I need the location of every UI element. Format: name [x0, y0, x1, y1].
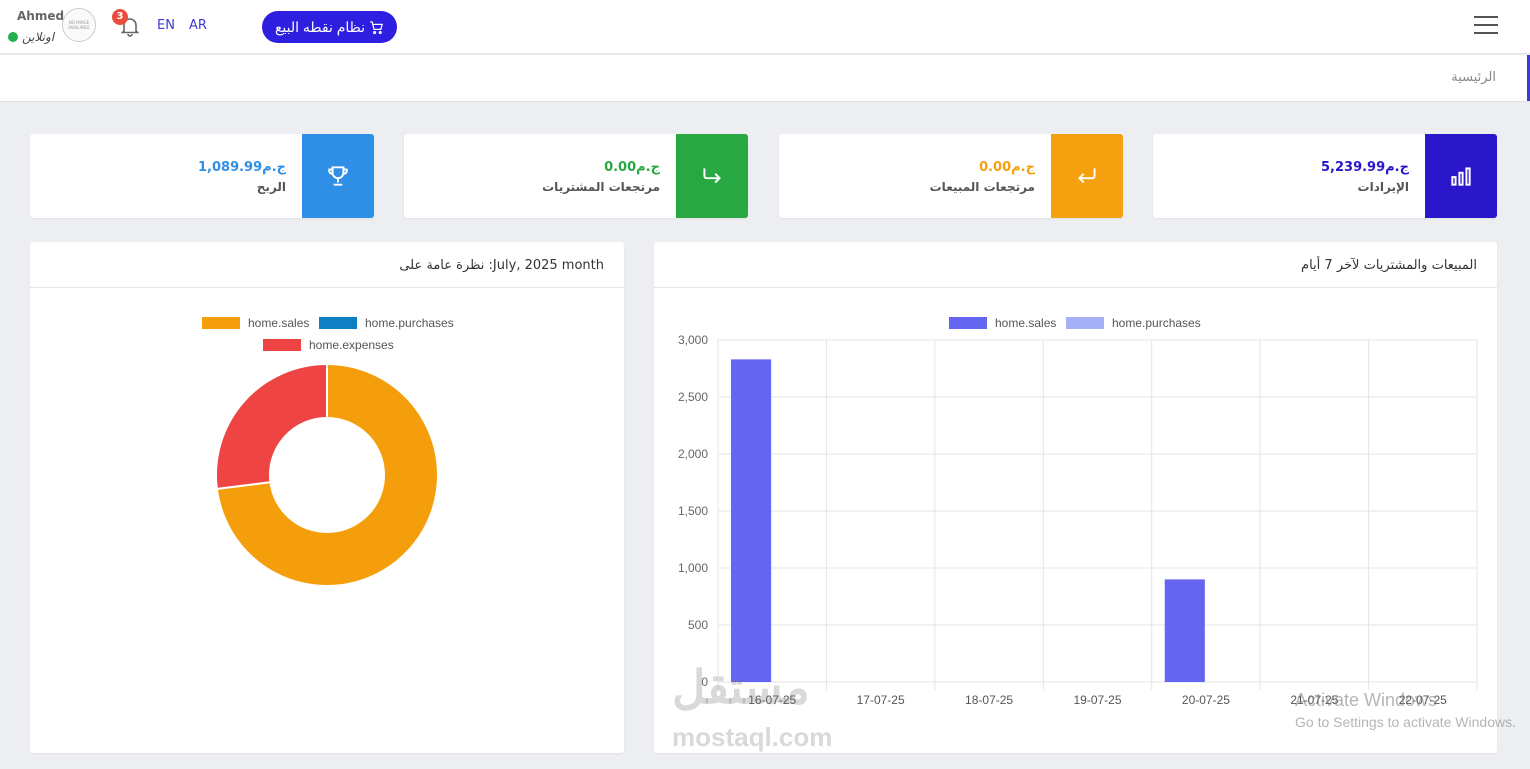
user-menu[interactable]: Ahmed اونلاين NO IMAGE AVAILABLE	[8, 8, 98, 48]
y-tick-label: 500	[688, 618, 708, 632]
donut-slice[interactable]	[215, 362, 328, 491]
y-tick-label: 0	[701, 675, 708, 689]
online-dot-icon	[8, 32, 18, 42]
stat-card-sales-returns: 0.00ج.م مرتجعات المبيعات	[779, 134, 1123, 218]
x-tick-label: 20-07-25	[1182, 693, 1230, 707]
pos-button[interactable]: نظام نقطه البيع	[262, 11, 397, 43]
stat-label: مرتجعات المشتريات	[542, 180, 660, 194]
y-tick-label: 2,000	[678, 447, 708, 461]
x-tick-label: 17-07-25	[857, 693, 905, 707]
legend-sales[interactable]: home.sales	[949, 316, 1056, 330]
x-tick-label: 19-07-25	[1073, 693, 1121, 707]
bar-chart: 0 500 1,000 1,500 2,000 2,500 3,000 16-07-25 17-…	[678, 333, 1478, 707]
return-arrow-icon	[1051, 134, 1123, 218]
legend-purchases[interactable]: home.purchases	[1066, 316, 1201, 330]
scroll-edge	[1527, 55, 1530, 101]
menu-toggle-button[interactable]	[1474, 16, 1498, 36]
donut-slice[interactable]	[215, 362, 439, 587]
avatar[interactable]: NO IMAGE AVAILABLE	[62, 8, 96, 42]
y-tick-label: 1,500	[678, 504, 708, 518]
stat-card-revenue: 5,239.99ج.م الإيرادات	[1153, 134, 1497, 218]
notifications-button[interactable]: 3	[112, 9, 142, 38]
lang-en-link[interactable]: EN	[157, 18, 175, 33]
activate-title: Activate Windows	[1295, 690, 1438, 710]
bar[interactable]	[1164, 579, 1205, 682]
bar[interactable]	[731, 359, 772, 682]
legend-expenses[interactable]: home.expenses	[263, 338, 394, 352]
y-tick-label: 3,000	[678, 333, 708, 347]
legend-purchases[interactable]: home.purchases	[319, 316, 454, 330]
bar-chart-panel: المبيعات والمشتريات لآخر 7 أيام home.sal…	[654, 242, 1497, 753]
user-name: Ahmed	[17, 9, 65, 23]
top-navbar: Ahmed اونلاين NO IMAGE AVAILABLE 3 EN AR…	[0, 0, 1530, 54]
stat-value: 1,089.99ج.م	[198, 160, 286, 175]
stat-label: الإيرادات	[1357, 180, 1409, 194]
user-status: اونلاين	[8, 30, 54, 44]
cart-icon	[370, 20, 383, 34]
stat-card-profit: 1,089.99ج.م الربح	[30, 134, 374, 218]
y-tick-label: 2,500	[678, 390, 708, 404]
donut-chart-panel: نظرة عامة على :July, 2025 month home.sal…	[30, 242, 624, 753]
donut-chart	[215, 362, 439, 587]
site-watermark: mostaql.com	[672, 722, 833, 752]
x-tick-label: 16-07-25	[748, 693, 796, 707]
stat-label: مرتجعات المبيعات	[929, 180, 1035, 194]
stat-value: 5,239.99ج.م	[1321, 160, 1409, 175]
lang-ar-link[interactable]: AR	[189, 18, 207, 33]
breadcrumb-home[interactable]: الرئيسية	[1451, 70, 1496, 85]
stat-card-purchase-returns: 0.00ج.م مرتجعات المشتريات	[404, 134, 748, 218]
brand-watermark: مستقل	[672, 661, 810, 713]
activate-sub: Go to Settings to activate Windows.	[1295, 714, 1516, 730]
trophy-icon	[302, 134, 374, 218]
hamburger-icon	[1474, 16, 1498, 18]
x-tick-label: 22-07-25	[1399, 693, 1447, 707]
x-tick-label: 18-07-25	[965, 693, 1013, 707]
legend-sales[interactable]: home.sales	[202, 316, 309, 330]
stat-value: 0.00ج.م	[604, 160, 660, 175]
notification-badge: 3	[112, 9, 128, 25]
y-tick-label: 1,000	[678, 561, 708, 575]
stat-value: 0.00ج.م	[979, 160, 1035, 175]
bar-chart-title: المبيعات والمشتريات لآخر 7 أيام	[1301, 258, 1477, 273]
breadcrumb: الرئيسية	[0, 55, 1530, 102]
donut-chart-title: نظرة عامة على :July, 2025 month	[399, 258, 604, 273]
bar-chart-icon	[1425, 134, 1497, 218]
forward-arrow-icon	[676, 134, 748, 218]
x-tick-label: 21-07-25	[1290, 693, 1338, 707]
stat-label: الربح	[256, 180, 286, 194]
